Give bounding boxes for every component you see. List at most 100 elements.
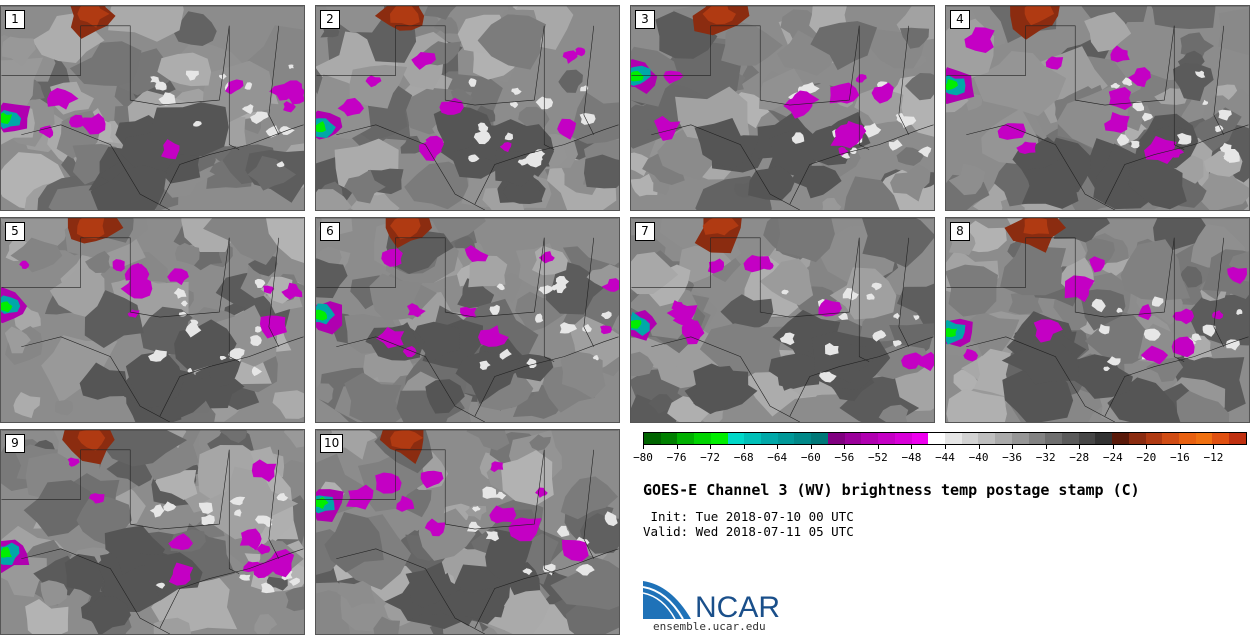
- colorbar-labels: −80 −76 −72 −68 −64 −60 −56 −52 −48 −44 −40 −36 −32−…: [633, 451, 1247, 465]
- convective-cell: [1171, 336, 1195, 358]
- colorbar-segment: [1128, 433, 1146, 444]
- colorbar-tick-label: −28: [1069, 451, 1090, 464]
- colorbar-tick-label: −52: [867, 451, 888, 464]
- convective-cell: [263, 285, 275, 294]
- convective-cell: [124, 263, 150, 281]
- boundary-line: [268, 237, 280, 347]
- convective-cell: [1138, 304, 1152, 321]
- convective-cell: [256, 543, 271, 555]
- convective-cell: [535, 487, 548, 498]
- member-label: 10: [320, 434, 344, 453]
- colorbar-ticks: [643, 444, 1247, 450]
- colorbar-segment: [811, 433, 828, 444]
- convective-cell: [600, 325, 612, 335]
- boundary-line: [1213, 237, 1225, 347]
- convective-cell: [1064, 275, 1095, 303]
- colorbar-segment: [1112, 433, 1129, 444]
- postage-stamp-7: 7: [630, 217, 935, 423]
- boundary-line: [336, 124, 485, 210]
- wv-map: [316, 430, 619, 634]
- colorbar-tick: [1112, 444, 1114, 449]
- colorbar-segment: [644, 433, 661, 444]
- member-label: 3: [635, 10, 655, 29]
- boundary-line: [316, 237, 545, 318]
- colorbar-tick: [911, 444, 913, 449]
- boundary-line: [946, 25, 1175, 106]
- convective-cell: [663, 70, 684, 84]
- colorbar-segment: [761, 433, 778, 444]
- boundary-line: [966, 124, 1115, 210]
- colorbar-tick: [676, 444, 678, 449]
- boundary-line: [336, 548, 485, 634]
- postage-stamp-9: 9: [0, 429, 305, 635]
- colorbar-tick-label: −60: [800, 451, 821, 464]
- colorbar-segment: [794, 433, 812, 444]
- colorbar-segment: [944, 433, 962, 444]
- convective-cell: [464, 245, 489, 262]
- colorbar-tick: [1079, 444, 1081, 449]
- convective-cell: [997, 123, 1026, 140]
- boundary-line: [159, 548, 304, 629]
- colorbar-segment: [1145, 433, 1163, 444]
- member-label: 8: [950, 222, 970, 241]
- colorbar-tick-label: −32: [1035, 451, 1056, 464]
- boundary-line: [631, 237, 860, 318]
- convective-cell: [963, 348, 979, 362]
- boundary-line: [268, 25, 280, 135]
- colorbar-tick-label: −76: [666, 451, 687, 464]
- member-label: 9: [5, 434, 25, 453]
- member-label: 5: [5, 222, 25, 241]
- boundary-line: [336, 336, 485, 422]
- colorbar-segment: [677, 433, 695, 444]
- wv-map: [1, 218, 304, 422]
- colorbar-tick-label: −64: [767, 451, 788, 464]
- colorbar-tick-label: −68: [733, 451, 754, 464]
- postage-stamp-8: 8: [945, 217, 1250, 423]
- convective-cell: [365, 75, 382, 88]
- convective-cell: [477, 325, 509, 347]
- colorbar-segment: [911, 433, 929, 444]
- boundary-line: [1, 237, 230, 318]
- ncar-logo: NCAR: [643, 581, 780, 621]
- convective-cell: [168, 533, 194, 551]
- convective-cell: [562, 50, 578, 64]
- colorbar-tick-label: −80: [633, 451, 653, 464]
- postage-stamp-2: 2: [315, 5, 620, 211]
- boundary-line: [898, 25, 910, 135]
- boundary-line: [966, 336, 1115, 422]
- postage-stamp-10: 10: [315, 429, 620, 635]
- member-label: 2: [320, 10, 340, 29]
- colorbar-tick: [844, 444, 846, 449]
- boundary-line: [1213, 25, 1225, 135]
- boundary-line: [789, 124, 934, 205]
- boundary-line: [631, 25, 860, 106]
- boundary-line: [268, 449, 280, 559]
- boundary-line: [21, 548, 170, 634]
- colorbar-tick: [945, 444, 946, 449]
- convective-cell: [19, 260, 30, 269]
- convective-cell: [490, 461, 504, 473]
- colorbar-segment: [710, 433, 728, 444]
- colorbar-segment: [1078, 433, 1096, 444]
- convective-cell: [381, 248, 403, 267]
- boundary-line: [1, 449, 230, 530]
- member-label: 7: [635, 222, 655, 241]
- convective-cell: [239, 528, 262, 551]
- convective-cell: [561, 539, 589, 562]
- figure-title: GOES-E Channel 3 (WV) brightness temp po…: [643, 481, 1140, 499]
- colorbar-segment: [1095, 433, 1113, 444]
- convective-cell: [489, 505, 517, 524]
- convective-cell: [666, 303, 698, 323]
- colorbar-tick-label: −16: [1169, 451, 1190, 464]
- convective-cell: [1045, 56, 1064, 70]
- boundary-line: [21, 124, 170, 210]
- convective-cell: [375, 472, 402, 494]
- convective-cell: [1104, 111, 1130, 134]
- convective-cell: [127, 309, 140, 318]
- colorbar-tick-label: −72: [700, 451, 721, 464]
- convective-cell: [225, 79, 244, 95]
- member-label: 4: [950, 10, 970, 29]
- colorbar-tick: [743, 444, 745, 449]
- convective-cell: [424, 518, 446, 537]
- boundary-line: [316, 449, 545, 530]
